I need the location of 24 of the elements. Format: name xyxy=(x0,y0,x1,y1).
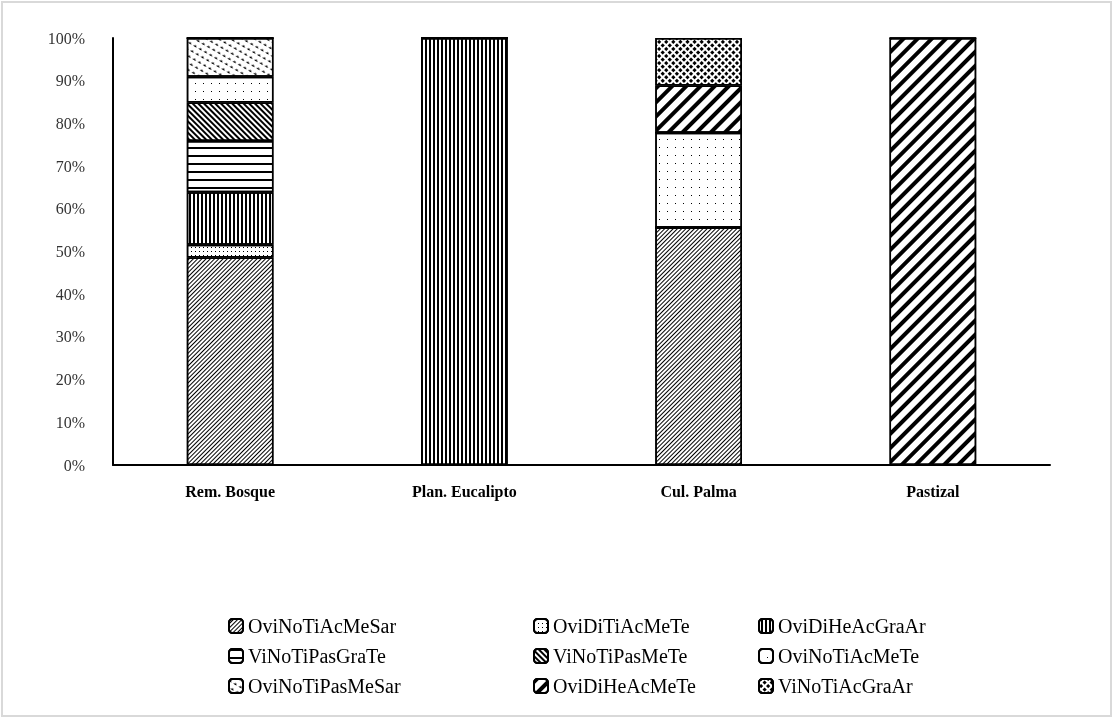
legend-label: OviNoTiAcMeSar xyxy=(248,615,397,637)
y-tick-label: 40% xyxy=(55,285,85,303)
legend-label: OviDiHeAcGraAr xyxy=(778,615,927,637)
legend-label: ViNoTiPasGraTe xyxy=(248,645,386,667)
legend-label: OviNoTiPasMeSar xyxy=(248,675,401,697)
legend-label: ViNoTiAcGraAr xyxy=(778,675,914,697)
x-tick-label: Pastizal xyxy=(906,482,961,500)
legend-label: ViNoTiPasMeTe xyxy=(553,645,688,667)
y-tick-label: 50% xyxy=(55,243,85,260)
legend-label: OviDiHeAcMeTe xyxy=(553,675,697,697)
y-tick-label: 20% xyxy=(55,371,85,389)
y-tick-label: 100% xyxy=(47,29,85,47)
x-tick-label: Cul. Palma xyxy=(660,482,737,500)
y-tick-label: 10% xyxy=(55,413,85,431)
y-tick-label: 90% xyxy=(55,72,85,90)
y-tick-label: 70% xyxy=(55,157,85,175)
x-tick-label: Plan. Eucalipto xyxy=(411,482,517,501)
y-tick-label: 30% xyxy=(55,328,85,346)
y-tick-label: 0% xyxy=(63,456,85,474)
y-tick-label: 60% xyxy=(55,200,85,218)
legend-label: OviDiTiAcMeTe xyxy=(553,615,690,637)
x-tick-label: Rem. Bosque xyxy=(185,482,276,501)
legend-label: OviNoTiAcMeTe xyxy=(778,645,920,667)
y-tick-label: 80% xyxy=(55,114,85,132)
